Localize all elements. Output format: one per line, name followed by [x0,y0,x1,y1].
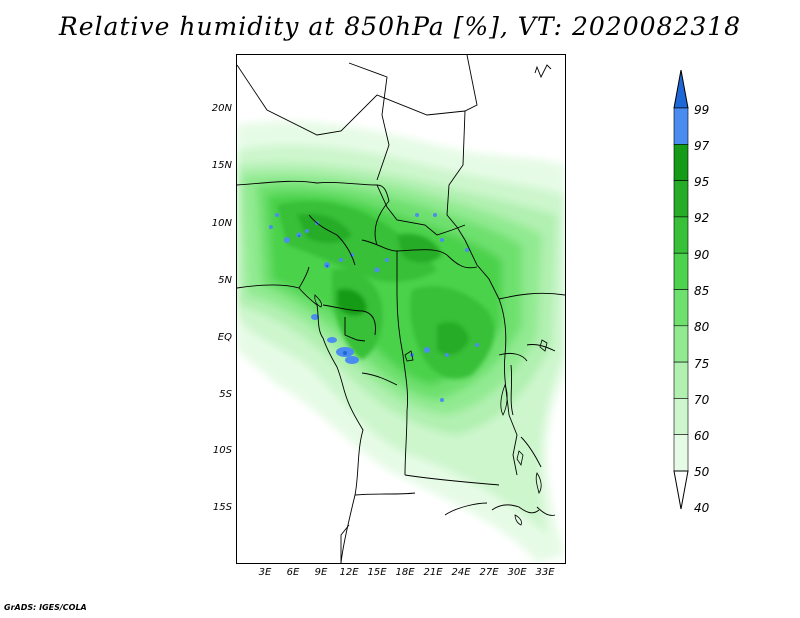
colorbar-label: 40 [694,501,710,515]
lat-label: 5N [218,275,232,286]
colorbar-segment [673,434,689,472]
country-borders [237,55,565,563]
lat-label: 5S [219,389,232,400]
lon-label: 6E [286,567,300,578]
lat-label: 20N [211,103,232,114]
lon-label: 9E [314,567,328,578]
lon-label: 33E [535,567,555,578]
colorbar [673,70,689,510]
colorbar-segment [673,107,689,145]
colorbar-segment [673,289,689,327]
credit-text: GrADS: IGES/COLA [4,603,87,612]
colorbar-label: 80 [694,320,710,334]
lon-label: 21E [423,567,443,578]
humidity-map [237,55,565,563]
lon-label: 18E [395,567,415,578]
lat-label: EQ [217,332,232,343]
lon-label: 15E [367,567,387,578]
colorbar-top-arrow [673,70,689,109]
colorbar-label: 97 [694,139,710,153]
map-title: Relative humidity at 850hPa [%], VT: 202… [58,12,742,41]
colorbar-segment [673,361,689,399]
colorbar-segment [673,398,689,435]
lon-label: 3E [258,567,272,578]
colorbar-label: 92 [694,211,710,225]
colorbar-label: 99 [694,103,710,117]
colorbar-label: 85 [694,284,710,298]
colorbar-segment [673,325,689,363]
lat-label: 10S [212,445,232,456]
colorbar-label: 50 [694,465,710,479]
colorbar-label: 90 [694,248,710,262]
lat-label: 15S [212,502,232,513]
colorbar-segment [673,216,689,254]
colorbar-segment [673,144,689,181]
lon-label: 24E [451,567,471,578]
lakes [314,294,548,526]
lat-label: 10N [211,218,232,229]
lat-label: 15N [211,160,232,171]
colorbar-label: 60 [694,429,710,443]
lon-label: 12E [339,567,359,578]
colorbar-segment [673,180,689,218]
map-panel [236,54,566,564]
colorbar-label: 95 [694,175,710,189]
lon-label: 30E [507,567,527,578]
colorbar-segments [673,70,689,510]
colorbar-bottom-arrow [673,470,689,510]
colorbar-label: 75 [694,357,710,371]
colorbar-segment [673,252,689,290]
lon-label: 27E [479,567,499,578]
colorbar-label: 70 [694,393,710,407]
